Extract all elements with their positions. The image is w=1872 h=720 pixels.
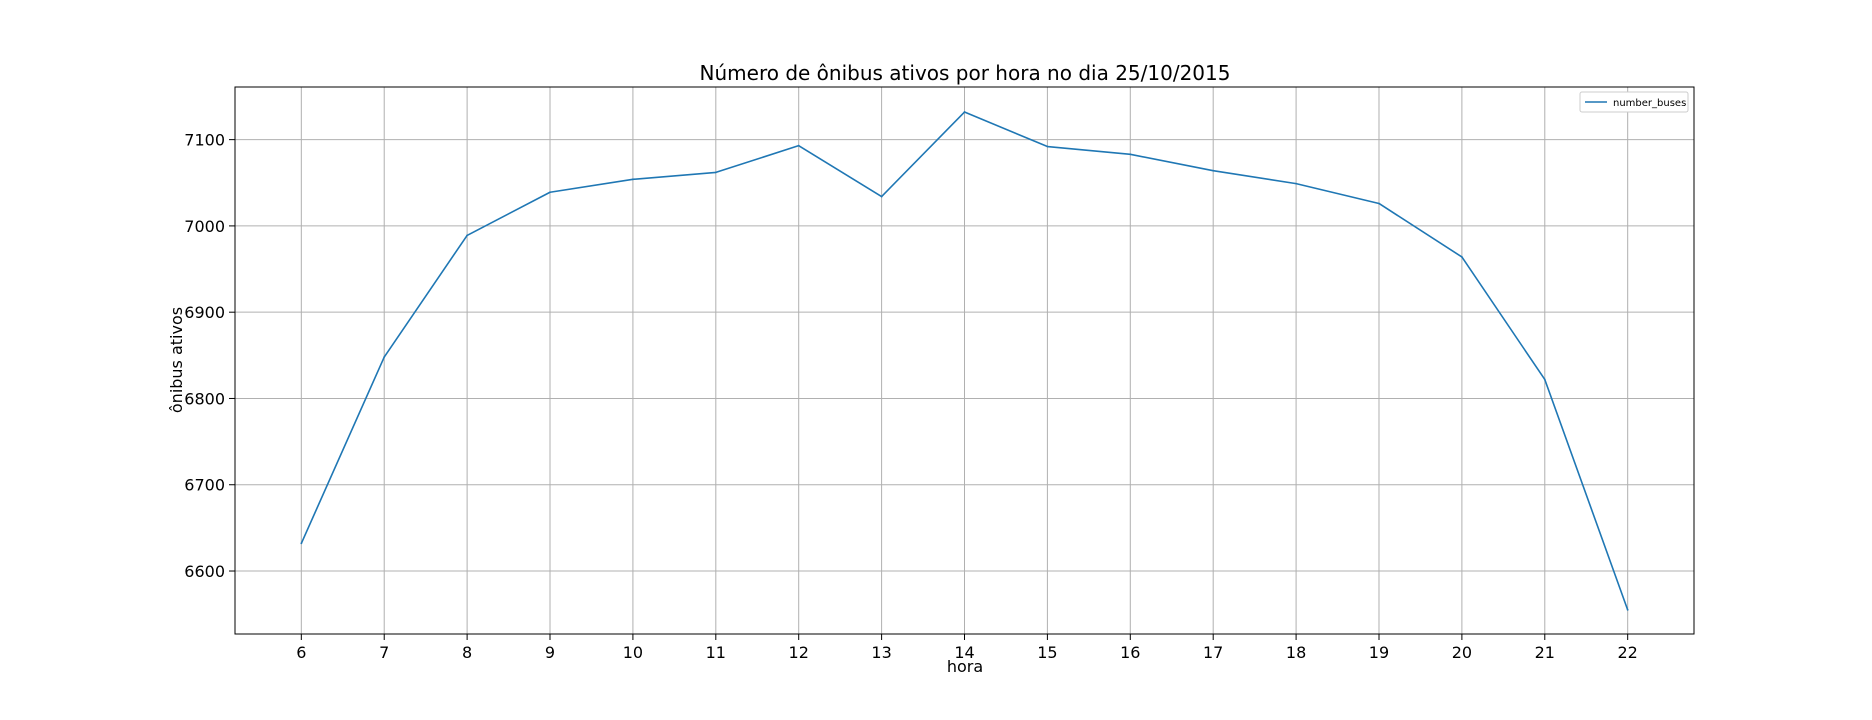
x-tick-label: 21 xyxy=(1535,643,1555,662)
y-axis-ticks: 6600 6700 6800 6900 7000 7100 xyxy=(184,131,235,581)
data-point xyxy=(1212,169,1215,172)
y-tick-label: 7100 xyxy=(184,131,225,150)
y-tick-label: 6900 xyxy=(184,303,225,322)
x-tick-label: 13 xyxy=(871,643,891,662)
grid xyxy=(235,87,1694,634)
plot-frame xyxy=(234,86,1695,635)
data-point xyxy=(1378,202,1380,205)
x-tick-label: 9 xyxy=(545,643,555,662)
data-point xyxy=(1543,378,1546,381)
data-point xyxy=(466,234,469,237)
x-tick-label: 14 xyxy=(954,643,974,662)
data-point xyxy=(1129,153,1132,156)
x-axis-ticks: 6 7 8 9 10 11 12 13 14 15 16 17 18 19 20 21 22 xyxy=(296,634,1638,662)
data-point xyxy=(714,171,717,174)
x-tick-label: 18 xyxy=(1286,643,1306,662)
data-point xyxy=(1046,145,1049,148)
legend-series-label: number_buses xyxy=(1613,98,1686,109)
y-tick-label: 6700 xyxy=(184,476,225,495)
series-layer xyxy=(300,111,1629,611)
chart-title: Número de ônibus ativos por hora no dia … xyxy=(700,61,1231,85)
legend: number_buses xyxy=(1579,91,1689,113)
x-axis-label: hora xyxy=(947,657,983,676)
x-tick-label: 19 xyxy=(1369,643,1389,662)
x-tick-label: 6 xyxy=(296,643,306,662)
y-tick-label: 6800 xyxy=(184,389,225,408)
y-tick-label: 6600 xyxy=(184,562,225,581)
x-tick-label: 8 xyxy=(462,643,472,662)
y-tick-label: 7000 xyxy=(184,217,225,236)
x-tick-label: 16 xyxy=(1120,643,1140,662)
x-tick-label: 7 xyxy=(379,643,389,662)
x-tick-label: 12 xyxy=(789,643,809,662)
x-tick-label: 11 xyxy=(706,643,726,662)
x-tick-label: 20 xyxy=(1452,643,1472,662)
data-point xyxy=(797,144,800,147)
y-axis-label: ônibus ativos xyxy=(167,307,186,413)
x-tick-label: 10 xyxy=(623,643,643,662)
data-point xyxy=(963,111,966,113)
x-tick-label: 22 xyxy=(1618,643,1638,662)
data-point xyxy=(1626,608,1629,611)
data-point xyxy=(549,191,551,194)
data-point xyxy=(1295,182,1297,185)
data-point xyxy=(383,356,386,358)
legend-box xyxy=(1579,91,1689,113)
x-tick-label: 15 xyxy=(1037,643,1057,662)
data-point xyxy=(632,178,634,181)
x-tick-label: 17 xyxy=(1203,643,1223,662)
data-point xyxy=(880,195,883,198)
data-point xyxy=(1460,256,1463,258)
data-point xyxy=(300,542,303,545)
